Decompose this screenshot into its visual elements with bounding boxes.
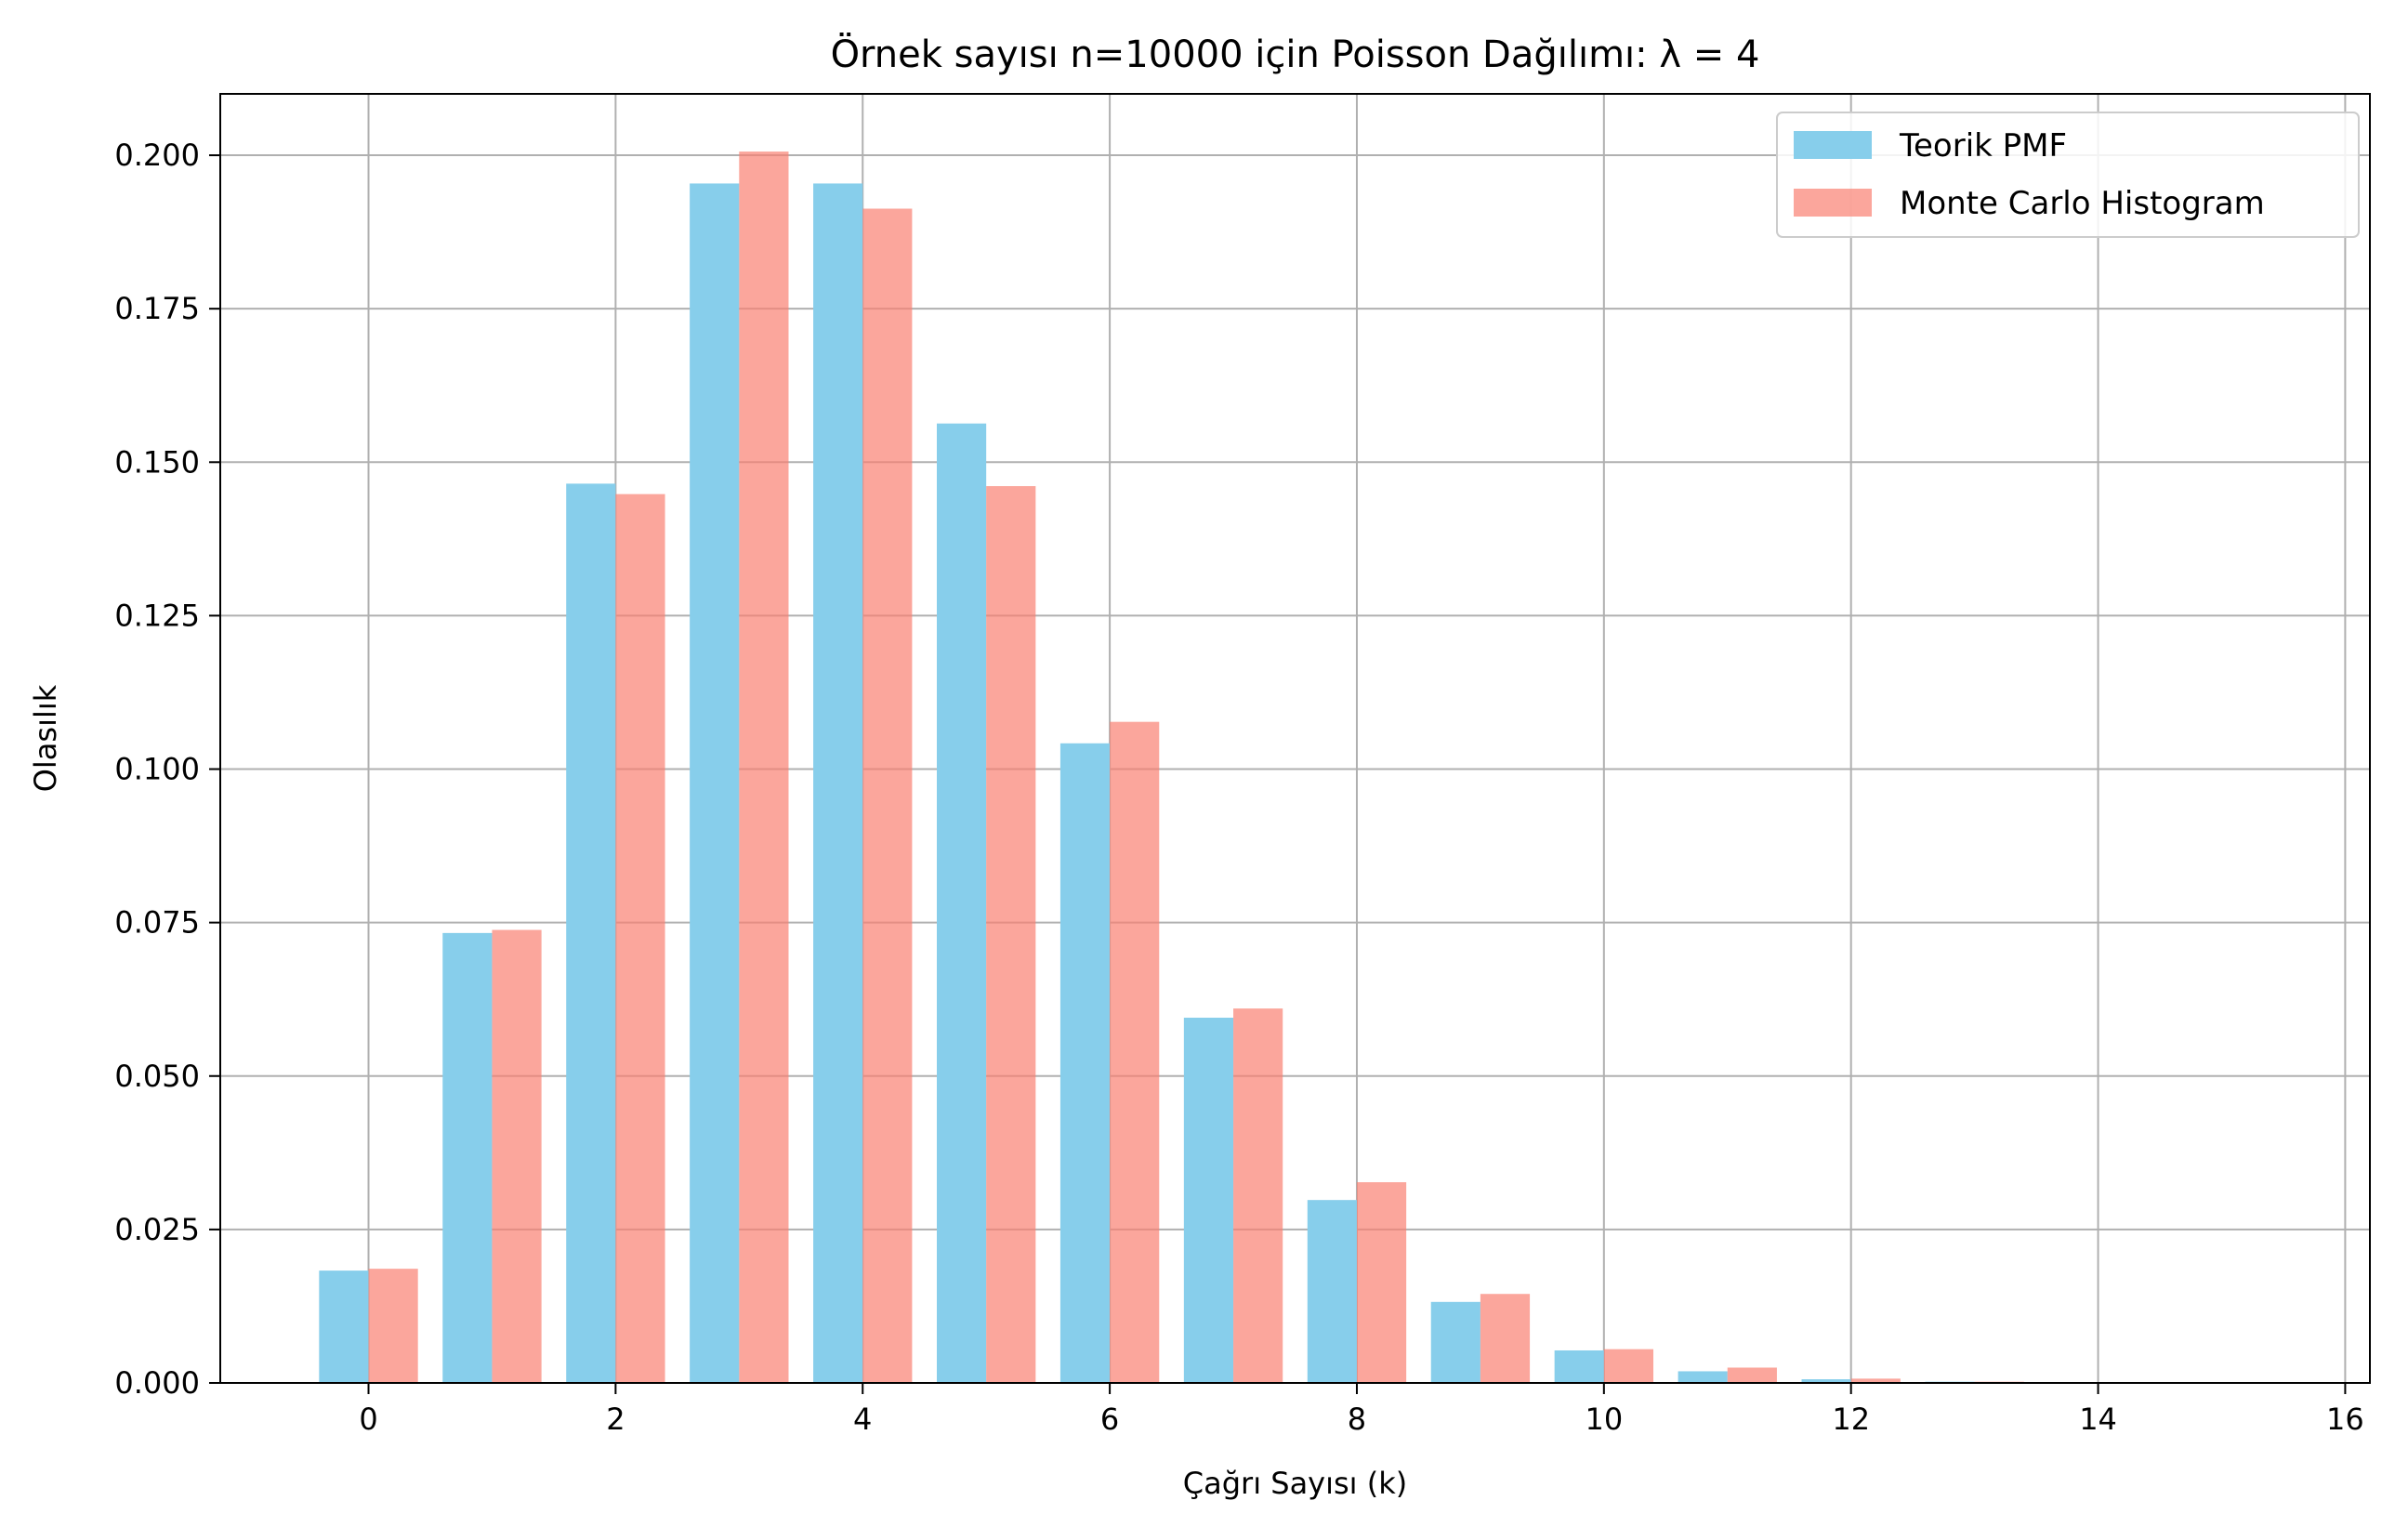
bar-series-1-k-2 xyxy=(615,494,665,1383)
x-tick-label-5: 10 xyxy=(1585,1402,1623,1437)
bar-series-0-k-11 xyxy=(1678,1371,1728,1383)
y-tick-label-8: 0.200 xyxy=(114,138,200,173)
bar-series-0-k-4 xyxy=(813,183,863,1383)
bar-series-0-k-12 xyxy=(1801,1379,1851,1383)
bar-series-0-k-9 xyxy=(1430,1301,1480,1383)
y-tick-label-3: 0.075 xyxy=(114,905,200,941)
bar-series-1-k-5 xyxy=(986,486,1036,1383)
bar-series-1-k-1 xyxy=(492,929,542,1383)
bar-series-1-k-12 xyxy=(1850,1378,1901,1383)
x-tick-label-3: 6 xyxy=(1100,1402,1119,1437)
bar-series-0-k-1 xyxy=(442,932,493,1383)
y-tick-label-4: 0.100 xyxy=(114,752,200,787)
bar-series-1-k-9 xyxy=(1480,1294,1531,1383)
y-tick-label-2: 0.050 xyxy=(114,1059,200,1094)
x-tick-label-2: 4 xyxy=(853,1402,872,1437)
bar-series-0-k-3 xyxy=(690,183,740,1383)
x-tick-label-7: 14 xyxy=(2079,1402,2117,1437)
bar-series-0-k-10 xyxy=(1554,1349,1604,1383)
y-tick-label-7: 0.175 xyxy=(114,291,200,326)
bar-series-0-k-7 xyxy=(1183,1018,1234,1383)
y-tick-label-1: 0.025 xyxy=(114,1212,200,1247)
x-tick-label-6: 12 xyxy=(1832,1402,1870,1437)
y-axis-label: Olasılık xyxy=(28,684,63,792)
bar-series-1-k-4 xyxy=(862,208,913,1384)
legend: Teorik PMF Monte Carlo Histogram xyxy=(1776,112,2360,238)
y-tick-label-6: 0.150 xyxy=(114,444,200,480)
chart-title: Örnek sayısı n=10000 için Poisson Dağılı… xyxy=(831,32,1760,76)
bar-series-0-k-5 xyxy=(937,423,987,1383)
bar-series-1-k-6 xyxy=(1110,721,1160,1383)
legend-swatch-1 xyxy=(1794,189,1872,217)
bar-series-1-k-11 xyxy=(1727,1367,1777,1383)
axis-ticks: 0 2 4 6 8 10 12 14 16 0.000 0.025 0.050 0.075 0.100 0.… xyxy=(114,138,2363,1437)
legend-swatch-0 xyxy=(1794,131,1872,159)
x-tick-label-8: 16 xyxy=(2326,1402,2364,1437)
bar-series-1-k-8 xyxy=(1356,1182,1407,1383)
legend-box xyxy=(1776,112,2360,238)
bar-series-1-k-0 xyxy=(368,1269,418,1383)
bar-series-1-k-10 xyxy=(1603,1349,1653,1383)
bar-series-1-k-3 xyxy=(739,151,789,1384)
y-tick-label-0: 0.000 xyxy=(114,1365,200,1401)
bar-series-0-k-2 xyxy=(566,483,616,1383)
bar-series-0-k-6 xyxy=(1059,743,1111,1383)
x-axis-label: Çağrı Sayısı (k) xyxy=(1183,1466,1407,1501)
legend-label-0: Teorik PMF xyxy=(1899,127,2067,165)
legend-label-1: Monte Carlo Histogram xyxy=(1900,185,2265,222)
bar-series-0-k-8 xyxy=(1307,1200,1357,1383)
x-tick-label-0: 0 xyxy=(359,1402,377,1437)
x-tick-label-4: 8 xyxy=(1348,1402,1366,1437)
bars xyxy=(319,151,2222,1384)
bar-series-1-k-7 xyxy=(1233,1008,1283,1383)
bar-series-0-k-0 xyxy=(319,1270,369,1383)
plot-frame xyxy=(219,93,2371,1384)
x-tick-label-1: 2 xyxy=(606,1402,625,1437)
y-tick-label-5: 0.125 xyxy=(114,598,200,633)
